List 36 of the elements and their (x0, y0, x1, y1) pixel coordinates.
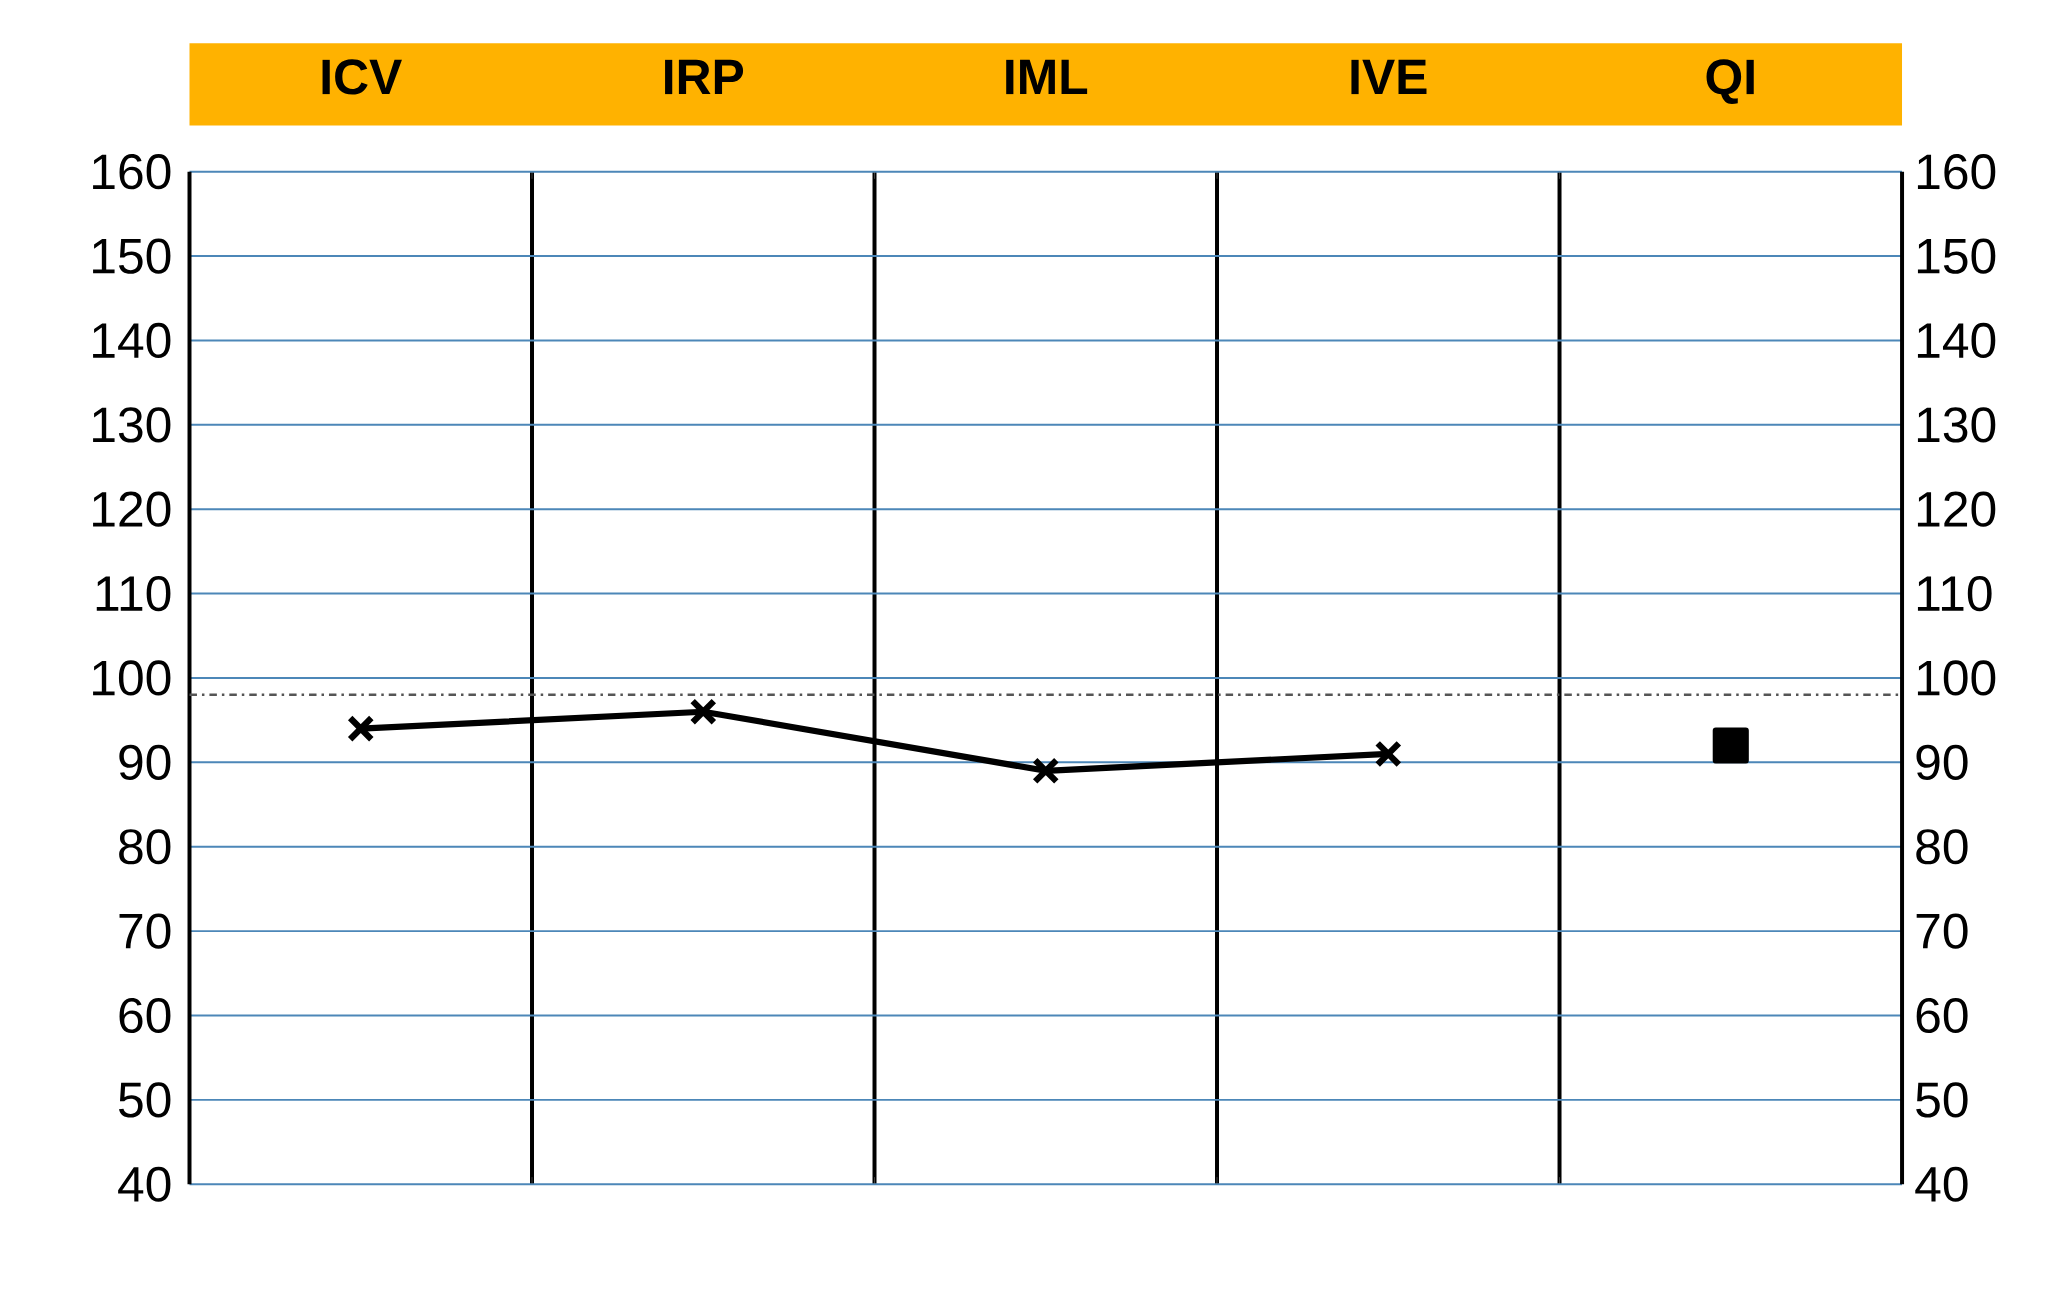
y2-tick-label: 100 (1917, 660, 1996, 696)
y2-tick-label: 110 (1917, 576, 1992, 612)
point (1712, 727, 1749, 764)
y2-tick-label: 120 (1917, 491, 1996, 527)
y-tick-label: 50 (118, 1082, 171, 1118)
x-tick-label: QI (1706, 59, 1754, 104)
y-tick-label: 140 (93, 322, 171, 359)
y-tick-label: 90 (119, 744, 171, 780)
y2-tick-label: 70 (1916, 913, 1968, 949)
y2-tick-label: 90 (1916, 744, 1968, 780)
y2-tick-label: 140 (1917, 322, 1996, 359)
x-tick-label: IRP (665, 59, 744, 95)
y2-tick-label: 40 (1915, 1166, 1968, 1202)
y2-tick-label: 160 (1917, 154, 1996, 190)
point (1032, 757, 1060, 785)
y-tick-label: 110 (96, 576, 171, 612)
y2-tick-label: 60 (1916, 997, 1968, 1034)
y-tick-label: 80 (119, 829, 171, 865)
y-tick-label: 60 (119, 997, 171, 1034)
x-tick-label: IVE (1351, 59, 1427, 95)
y2-tick-label: 150 (1917, 238, 1996, 274)
y-tick-label: 70 (119, 913, 171, 949)
y-tick-label: 40 (118, 1166, 171, 1202)
y2-tick-label: 80 (1916, 829, 1968, 865)
y2-tick-label: 50 (1916, 1082, 1968, 1118)
y-tick-label: 150 (93, 238, 171, 274)
y-tick-label: 130 (93, 407, 171, 443)
y-tick-label: 160 (93, 154, 171, 190)
x-tick-label: IML (1006, 59, 1088, 95)
x-tick-label: ICV (322, 59, 402, 95)
point (1374, 740, 1402, 768)
y-tick-label: 100 (93, 660, 171, 696)
y-tick-label: 120 (93, 491, 171, 527)
point (689, 698, 717, 726)
y2-tick-label: 130 (1917, 407, 1996, 443)
point (347, 714, 375, 743)
